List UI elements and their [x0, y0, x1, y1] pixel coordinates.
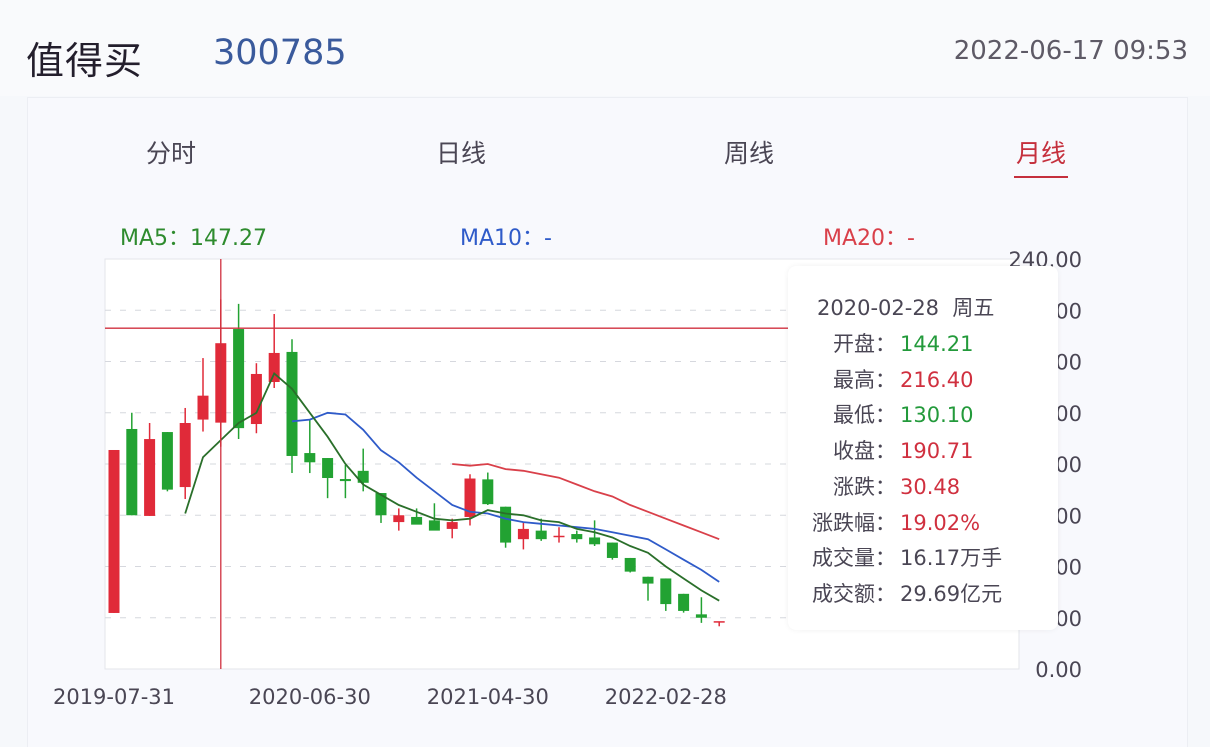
tooltip-label: 成交量： — [812, 546, 896, 571]
candle[interactable] — [322, 458, 334, 499]
candle[interactable] — [250, 363, 262, 434]
candle[interactable] — [179, 407, 191, 500]
candle[interactable] — [339, 465, 351, 499]
tooltip-row: 涨跌： 30.48 — [798, 471, 960, 501]
tooltip-label: 收盘： — [833, 439, 896, 464]
candle[interactable] — [642, 576, 654, 601]
y-tick-label: 0.00 — [1035, 658, 1082, 682]
candle[interactable] — [535, 518, 547, 541]
ma10-legend: MA10：- — [460, 226, 552, 251]
tooltip-row: 最低： 130.10 — [798, 399, 973, 429]
candle[interactable] — [144, 423, 156, 516]
timestamp: 2022-06-17 09:53 — [953, 36, 1188, 66]
x-tick-label: 2022-02-28 — [605, 685, 727, 709]
tab-daily[interactable]: 日线 — [436, 139, 487, 168]
tooltip-label: 开盘： — [833, 332, 896, 356]
candle[interactable] — [161, 432, 173, 492]
tooltip-date: 2020-02-28 周五 — [817, 296, 995, 320]
candle[interactable] — [606, 542, 618, 560]
ma20-legend: MA20：- — [823, 226, 915, 251]
tab-intraday[interactable]: 分时 — [146, 139, 197, 168]
candle[interactable] — [286, 339, 298, 474]
tab-monthly[interactable]: 月线 — [1013, 134, 1069, 178]
tooltip-label: 最高： — [833, 367, 896, 392]
candle[interactable] — [197, 358, 209, 432]
tooltip-value: 216.40 — [900, 367, 974, 392]
tooltip-label: 最低： — [833, 403, 896, 428]
period-tabs: 分时 日线 周线 月线 — [28, 98, 1187, 188]
candle[interactable] — [695, 597, 707, 623]
candle[interactable] — [393, 508, 405, 531]
tooltip-value: 30.48 — [900, 474, 961, 499]
x-tick-label: 2020-06-30 — [249, 685, 371, 709]
ma20-line — [452, 463, 720, 541]
candle[interactable] — [571, 530, 583, 543]
candle[interactable] — [233, 303, 245, 440]
candle[interactable] — [517, 522, 529, 550]
candle[interactable] — [108, 449, 120, 613]
tooltip-row: 收盘： 190.71 — [798, 435, 973, 465]
chart-panel: 分时 日线 周线 月线 MA5：147.27 MA10：- MA20：- 0.0… — [27, 97, 1188, 747]
tooltip-row: 成交额： 29.69亿元 — [798, 578, 1002, 608]
tooltip-value: 190.71 — [900, 439, 974, 464]
x-tick-label: 2019-07-31 — [53, 685, 175, 709]
x-tick-label: 2021-04-30 — [427, 685, 549, 709]
candle[interactable] — [446, 518, 458, 539]
tooltip-row: 最高： 216.40 — [798, 364, 973, 394]
ma5-line — [184, 372, 720, 602]
candle[interactable] — [304, 419, 316, 474]
tooltip-value: 16.17万手 — [900, 546, 1003, 571]
tooltip-label: 涨跌幅： — [812, 510, 896, 535]
candle[interactable] — [375, 493, 387, 523]
tooltip-value: 144.21 — [900, 332, 974, 356]
stock-code: 300785 — [213, 33, 347, 73]
candle[interactable] — [713, 621, 725, 627]
header-bar: 值得买 300785 2022-06-17 09:53 — [0, 0, 1210, 96]
ohlc-tooltip: 2020-02-28 周五 开盘： 144.21 最高： 216.40 最低： 130.1… — [788, 266, 1058, 630]
tooltip-label: 涨跌： — [833, 474, 896, 499]
ma5-legend: MA5：147.27 — [120, 226, 268, 251]
tooltip-row: 成交量： 16.17万手 — [798, 542, 1002, 572]
tooltip-value: 130.10 — [900, 403, 974, 428]
candle[interactable] — [660, 578, 672, 611]
ma10-line — [291, 411, 720, 583]
tooltip-label: 成交额： — [812, 581, 896, 606]
tooltip-row: 开盘： 144.21 — [798, 328, 973, 358]
candle[interactable] — [678, 593, 690, 613]
tab-weekly[interactable]: 周线 — [724, 139, 775, 168]
candle[interactable] — [553, 527, 565, 543]
candle[interactable] — [126, 412, 138, 516]
tooltip-value: 19.02% — [900, 510, 981, 535]
stock-name: 值得买 — [26, 39, 144, 83]
candle[interactable] — [482, 472, 494, 505]
tooltip-value: 29.69亿元 — [900, 581, 1003, 606]
tooltip-row: 涨跌幅： 19.02% — [798, 507, 980, 537]
candle[interactable] — [464, 474, 476, 526]
candle[interactable] — [428, 503, 440, 531]
candle[interactable] — [624, 557, 636, 573]
